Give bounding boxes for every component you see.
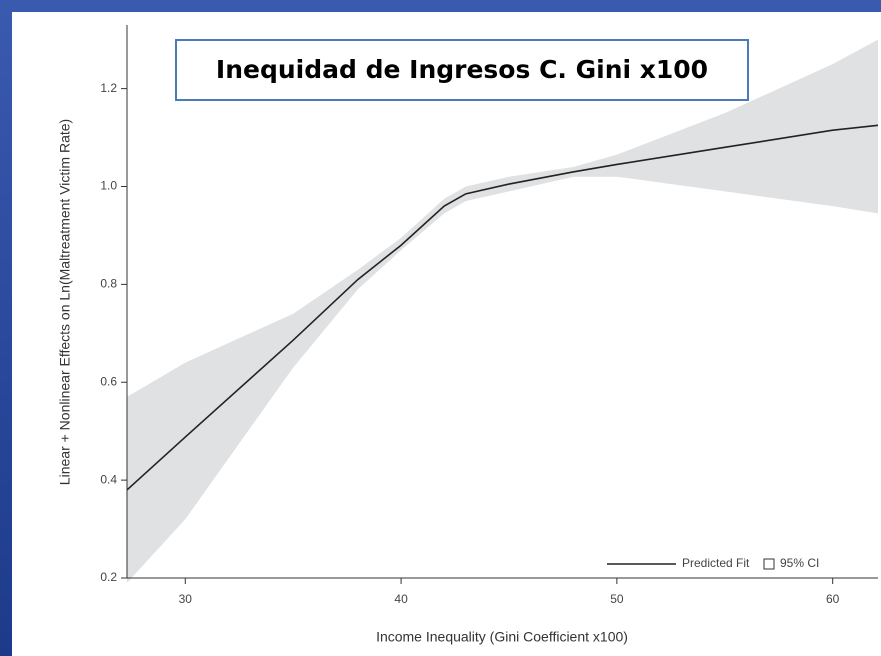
legend-label: Predicted Fit xyxy=(682,556,750,570)
x-tick-label: 50 xyxy=(610,592,624,606)
x-tick-label: 40 xyxy=(394,592,408,606)
y-tick-label: 0.6 xyxy=(100,374,117,388)
y-axis-label: Linear + Nonlinear Effects on Ln(Maltrea… xyxy=(57,119,73,485)
y-tick-label: 0.4 xyxy=(100,472,117,486)
ci-band xyxy=(127,39,878,583)
x-axis-label: Income Inequality (Gini Coefficient x100… xyxy=(376,629,628,645)
fit-line xyxy=(126,124,879,491)
title-box xyxy=(175,39,749,101)
legend-swatch xyxy=(763,558,775,570)
y-tick-label: 1.0 xyxy=(100,179,117,193)
y-tick-label: 1.2 xyxy=(100,81,117,95)
y-tick-label: 0.2 xyxy=(100,570,117,584)
plot: 0.2 0.4 0.6 0.8 1.0 1.2 30 40 50 60 Predicted Fit 9… xyxy=(100,25,879,606)
x-tick-label: 30 xyxy=(179,592,193,606)
y-tick-label: 0.8 xyxy=(100,277,117,291)
chart-title: Inequidad de Ingresos C. Gini x100 xyxy=(216,55,708,84)
x-tick-label: 60 xyxy=(826,592,840,606)
legend-label: 95% CI xyxy=(780,556,819,570)
